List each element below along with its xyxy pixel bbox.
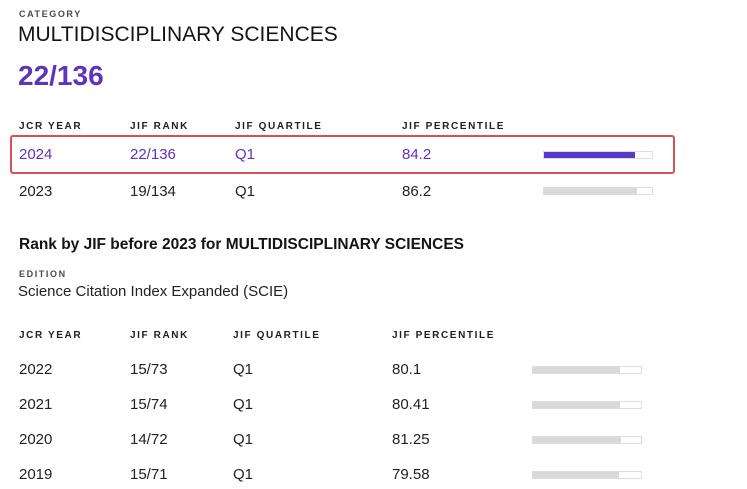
percentile-bar-fill (544, 188, 638, 194)
percentile-bar (543, 187, 653, 195)
percentile-cell: 84.2 (402, 146, 432, 163)
table-row-2022: 2022 15/73 Q1 80.1 (10, 352, 675, 387)
percentile-bar-fill (533, 471, 619, 478)
table-header-row: JCR YEAR JIF RANK JIF QUARTILE JIF PERCE… (10, 117, 675, 135)
percentile-cell: 81.25 (392, 431, 430, 448)
table-row-2019: 2019 15/71 Q1 79.58 (10, 457, 675, 489)
header-jcr-year: JCR YEAR (19, 120, 83, 132)
table-header-row: JCR YEAR JIF RANK JIF QUARTILE JIF PERCE… (10, 326, 675, 344)
table-row-2021: 2021 15/74 Q1 80.41 (10, 387, 675, 422)
year-cell: 2020 (19, 431, 53, 448)
quartile-cell: Q1 (233, 396, 254, 413)
percentile-bar-fill (533, 436, 621, 443)
percentile-bar-fill (533, 401, 620, 408)
header-jif-percentile: JIF PERCENTILE (392, 329, 495, 341)
history-section-title: Rank by JIF before 2023 for MULTIDISCIPL… (19, 236, 464, 253)
table-row-2020: 2020 14/72 Q1 81.25 (10, 422, 675, 457)
rank-cell: 15/74 (130, 396, 168, 413)
table-row-2023[interactable]: 2023 19/134 Q1 86.2 (10, 174, 675, 208)
year-cell: 2021 (19, 396, 53, 413)
category-label: CATEGORY (19, 9, 82, 19)
edition-name: Science Citation Index Expanded (SCIE) (18, 283, 289, 300)
rank-cell: 22/136 (130, 146, 176, 163)
current-rank-value: 22/136 (18, 60, 104, 91)
quartile-cell: Q1 (233, 431, 254, 448)
percentile-bar (532, 365, 642, 374)
rank-cell: 19/134 (130, 182, 176, 200)
rank-cell: 15/73 (130, 361, 168, 378)
percentile-bar-fill (533, 366, 620, 373)
header-jif-quartile: JIF QUARTILE (233, 329, 321, 341)
year-cell: 2022 (19, 361, 53, 378)
percentile-cell: 86.2 (402, 182, 432, 200)
edition-label: EDITION (19, 269, 67, 279)
header-jif-rank: JIF RANK (130, 329, 189, 341)
rank-cell: 14/72 (130, 431, 168, 448)
year-cell: 2024 (19, 146, 53, 163)
quartile-cell: Q1 (233, 466, 254, 483)
rank-cell: 15/71 (130, 466, 168, 483)
header-jif-rank: JIF RANK (130, 120, 189, 132)
percentile-bar (532, 470, 642, 479)
percentile-bar (532, 400, 642, 409)
quartile-cell: Q1 (235, 182, 256, 200)
percentile-bar-fill (544, 151, 635, 158)
header-jif-quartile: JIF QUARTILE (235, 120, 323, 132)
category-name: MULTIDISCIPLINARY SCIENCES (18, 23, 338, 46)
table-row-2024-selected[interactable]: 2024 22/136 Q1 84.2 (10, 135, 675, 174)
history-rank-table: JCR YEAR JIF RANK JIF QUARTILE JIF PERCE… (10, 326, 675, 489)
percentile-cell: 79.58 (392, 466, 430, 483)
quartile-cell: Q1 (233, 361, 254, 378)
header-jif-percentile: JIF PERCENTILE (402, 120, 505, 132)
percentile-bar (543, 150, 653, 159)
percentile-cell: 80.41 (392, 396, 430, 413)
year-cell: 2023 (19, 182, 53, 200)
percentile-bar (532, 435, 642, 444)
percentile-cell: 80.1 (392, 361, 422, 378)
year-cell: 2019 (19, 466, 53, 483)
recent-rank-table: JCR YEAR JIF RANK JIF QUARTILE JIF PERCE… (10, 117, 675, 208)
quartile-cell: Q1 (235, 146, 256, 163)
header-jcr-year: JCR YEAR (19, 329, 83, 341)
